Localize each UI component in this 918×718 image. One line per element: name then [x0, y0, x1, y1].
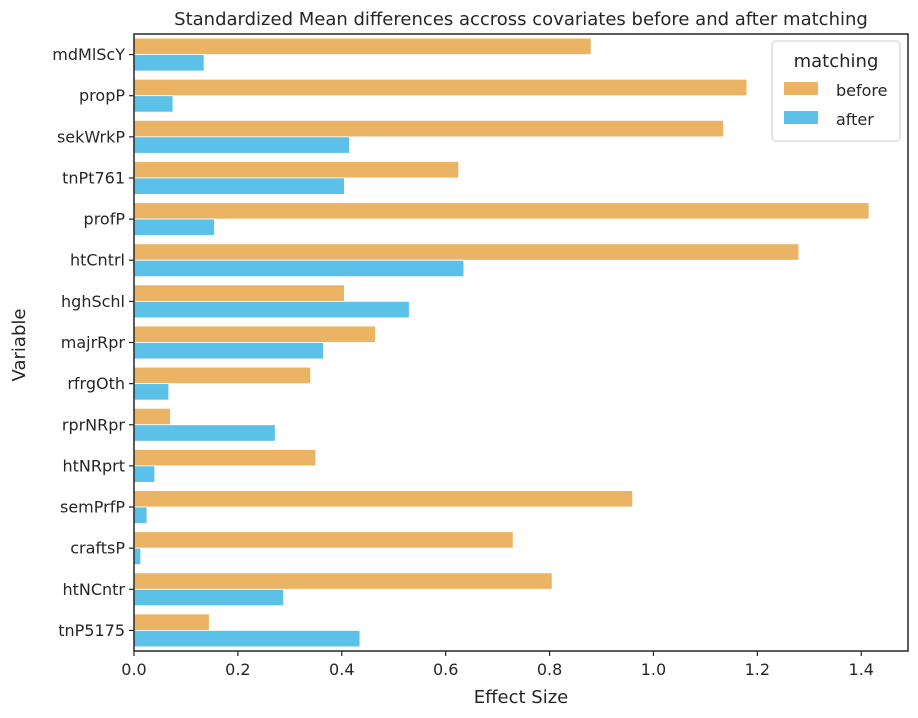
- y-tick-label: htNRprt: [62, 456, 125, 475]
- y-tick-label: rfrgOth: [67, 374, 125, 393]
- bar-before-sekWrkP: [133, 119, 724, 138]
- y-tick-label: hghSchl: [61, 292, 125, 311]
- y-tick-label: tnPt761: [62, 168, 125, 187]
- bar-before-tnPt761: [133, 161, 460, 179]
- x-tick-label: 0.2: [225, 660, 250, 679]
- y-tick-label: tnP5175: [58, 621, 125, 640]
- bar-after-majrRpr: [133, 342, 325, 360]
- x-tick-label: 1.4: [849, 660, 874, 679]
- bar-after-sekWrkP: [133, 136, 350, 154]
- bar-after-rfrgOth: [133, 383, 170, 401]
- bar-before-htNCntr: [133, 572, 553, 590]
- bar-before-propP: [133, 78, 748, 97]
- bar-after-profP: [133, 218, 215, 236]
- chart-title: Standardized Mean differences accross co…: [174, 9, 868, 30]
- legend-title: matching: [794, 51, 879, 72]
- bar-before-rfrgOth: [133, 366, 312, 385]
- y-tick-label: mdMlScY: [52, 45, 125, 64]
- y-tick-label: sekWrkP: [57, 127, 125, 146]
- ticks-layer: mdMlScY propP sekWrkP tnPt761 profP htCntrl hg…: [52, 45, 874, 679]
- bar-after-hghSchl: [133, 300, 410, 319]
- bar-before-craftsP: [133, 531, 514, 549]
- bar-before-tnP5175: [133, 613, 210, 631]
- bar-after-rprNRpr: [133, 424, 276, 442]
- legend-label-after: after: [836, 110, 874, 129]
- x-tick-label: 0.4: [329, 660, 354, 679]
- x-tick-label: 0.0: [121, 660, 146, 679]
- y-tick-label: craftsP: [70, 539, 125, 558]
- bar-after-htCntrl: [133, 259, 465, 278]
- y-tick-label: rprNRpr: [62, 415, 126, 434]
- legend: matching before after: [771, 40, 901, 142]
- x-tick-label: 1.0: [641, 660, 666, 679]
- legend-swatch-before: [784, 82, 818, 95]
- y-tick-label: htNCntr: [62, 580, 125, 599]
- y-tick-label: propP: [79, 86, 125, 105]
- bar-before-hghSchl: [133, 284, 345, 302]
- legend-label-before: before: [836, 81, 888, 100]
- x-tick-label: 0.6: [433, 660, 458, 679]
- plot-frame: [133, 33, 909, 652]
- bar-after-craftsP: [133, 547, 142, 566]
- bar-after-mdMlScY: [133, 54, 205, 72]
- bar-before-majrRpr: [133, 325, 376, 343]
- bar-before-profP: [133, 202, 870, 220]
- bar-before-semPrfP: [133, 490, 634, 508]
- x-tick-label: 1.2: [745, 660, 770, 679]
- bar-after-htNRprt: [133, 465, 156, 483]
- y-tick-label: semPrfP: [60, 498, 125, 517]
- bar-before-htNRprt: [133, 449, 317, 467]
- y-tick-label: majrRpr: [61, 333, 126, 352]
- bar-after-htNCntr: [133, 588, 285, 607]
- bar-before-rprNRpr: [133, 407, 171, 426]
- bar-before-mdMlScY: [133, 37, 592, 55]
- y-axis-label: Variable: [9, 309, 30, 382]
- x-axis-label: Effect Size: [474, 687, 568, 708]
- legend-swatch-after: [784, 111, 818, 124]
- y-tick-label: htCntrl: [70, 251, 125, 270]
- x-tick-label: 0.8: [537, 660, 562, 679]
- bar-after-tnP5175: [133, 630, 361, 648]
- bar-after-semPrfP: [133, 506, 148, 524]
- bar-before-htCntrl: [133, 243, 800, 261]
- y-tick-label: profP: [84, 210, 126, 229]
- bar-after-tnPt761: [133, 177, 345, 195]
- bar-after-propP: [133, 95, 174, 113]
- bars-layer: [133, 37, 870, 648]
